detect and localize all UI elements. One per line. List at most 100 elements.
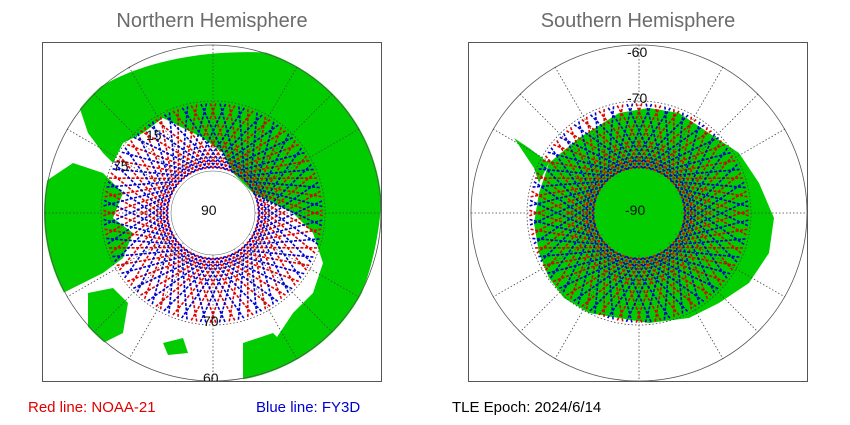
south-track-blue <box>683 147 729 210</box>
north-map-svg: 90 70 60 75 15 <box>44 44 381 382</box>
south-track-blue <box>529 199 599 233</box>
south-track-blue <box>619 103 653 173</box>
south-track-blue <box>644 249 666 324</box>
north-track-blue <box>253 200 323 233</box>
south-track-blue <box>675 186 750 208</box>
north-track-blue <box>136 132 171 202</box>
north-track-blue <box>253 193 323 227</box>
south-track-blue <box>675 219 750 240</box>
north-map: 90 70 60 75 15 <box>42 42 382 382</box>
north-track-blue <box>180 105 189 182</box>
north-lat-label-60: 60 <box>203 370 219 382</box>
south-track-blue <box>607 107 652 171</box>
south-track-blue <box>683 216 728 280</box>
south-track-blue <box>657 253 731 275</box>
south-lat-label-70: -70 <box>627 90 647 106</box>
north-track-blue <box>237 244 246 321</box>
north-land-island <box>163 338 188 355</box>
north-land-svalbard <box>173 63 198 88</box>
south-track-blue <box>589 257 644 312</box>
north-track-blue <box>224 255 293 290</box>
north-track-blue <box>255 181 319 226</box>
south-track-blue <box>664 106 672 182</box>
south-track-blue <box>538 168 614 177</box>
south-track-blue <box>547 151 621 173</box>
south-track-blue <box>650 255 719 290</box>
south-track-blue <box>625 253 659 323</box>
south-track-blue <box>675 238 684 315</box>
north-track-blue <box>238 106 246 182</box>
south-track-blue <box>606 105 615 182</box>
north-track-blue <box>151 231 173 305</box>
north-track-blue <box>200 255 245 319</box>
north-track-blue <box>168 238 177 314</box>
north-track-blue <box>105 237 182 246</box>
north-track-blue <box>102 218 177 240</box>
north-lat-label-15: 15 <box>146 127 162 143</box>
south-map: -90 -70 -60 <box>468 42 808 382</box>
north-track-blue <box>218 249 240 324</box>
north-track-blue <box>132 255 202 290</box>
north-track-blue <box>253 121 275 195</box>
south-track-blue <box>562 224 597 293</box>
south-track-blue <box>559 136 628 171</box>
south-track-blue <box>529 193 599 226</box>
north-track-blue <box>238 249 314 258</box>
north-polar-gap <box>170 170 256 256</box>
south-track-blue <box>664 249 740 258</box>
north-track-blue <box>244 238 320 246</box>
north-track-blue <box>136 224 171 293</box>
north-lat-label-center: 90 <box>201 202 217 218</box>
south-track-blue <box>645 102 666 177</box>
south-track-blue <box>577 231 599 305</box>
south-track-blue <box>683 163 739 218</box>
south-track-blue <box>573 123 636 169</box>
south-polar-land <box>597 171 681 255</box>
north-track-blue <box>256 200 319 246</box>
north-track-blue <box>120 252 195 275</box>
south-track-blue <box>682 200 745 246</box>
north-track-blue <box>123 216 169 279</box>
north-lat-label-70: 70 <box>203 313 219 329</box>
south-track-blue <box>663 244 672 321</box>
north-track-blue <box>255 133 290 202</box>
south-track-blue <box>642 124 706 169</box>
south-track-blue <box>657 151 732 174</box>
north-track-blue <box>244 180 321 189</box>
north-track-blue <box>208 257 263 313</box>
north-track-blue <box>249 238 258 315</box>
north-track-blue <box>252 231 275 306</box>
south-track-blue <box>531 237 608 246</box>
south-track-blue <box>537 249 614 258</box>
south-track-blue <box>675 112 684 188</box>
north-track-blue <box>121 151 195 173</box>
south-track-blue <box>562 132 597 202</box>
north-track-blue <box>103 193 173 226</box>
south-track-blue <box>679 121 701 195</box>
north-track-blue <box>111 249 188 258</box>
south-track-blue <box>606 256 652 319</box>
north-track-blue <box>231 253 305 275</box>
south-map-svg: -90 -70 -60 <box>470 44 807 381</box>
south-track-blue <box>594 111 603 188</box>
north-track-blue <box>257 216 302 280</box>
north-track-blue <box>208 114 263 169</box>
north-track-blue <box>216 124 280 169</box>
south-track-blue <box>546 252 621 275</box>
south-track-blue <box>572 257 636 302</box>
south-satellite-tracks <box>528 102 750 324</box>
south-track-blue <box>626 107 672 170</box>
south-track-blue <box>549 216 595 279</box>
north-track-blue <box>216 257 279 303</box>
south-track-blue <box>528 186 603 207</box>
north-track-blue <box>231 151 306 174</box>
south-track-blue <box>626 103 659 173</box>
south-lat-label-center: -90 <box>625 202 645 218</box>
north-track-blue <box>163 257 218 312</box>
north-land-eurasia <box>78 52 381 373</box>
north-track-blue <box>255 224 290 294</box>
north-track-blue <box>124 146 169 210</box>
north-track-blue <box>200 107 246 170</box>
south-track-blue <box>558 255 628 290</box>
south-track-blue <box>679 193 749 227</box>
